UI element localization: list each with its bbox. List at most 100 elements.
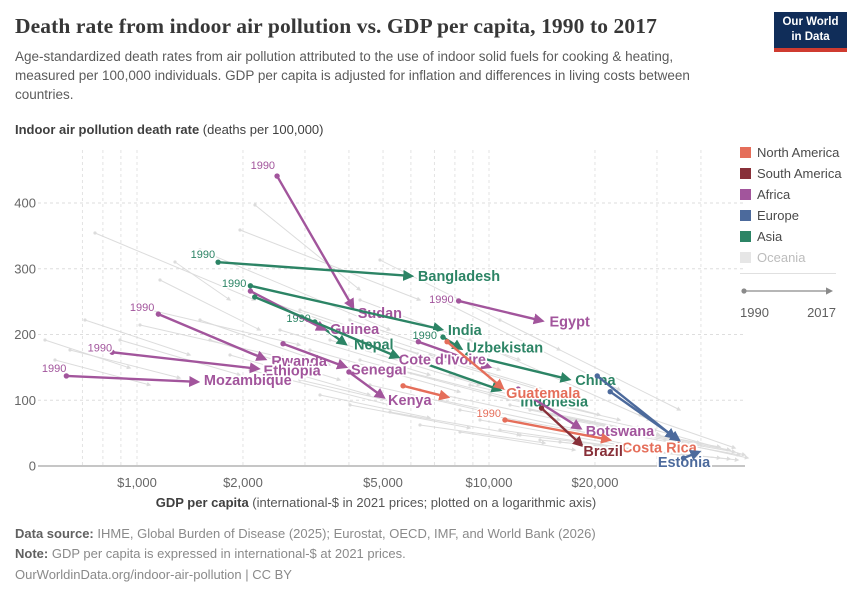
- country-label-bangladesh[interactable]: Bangladesh: [416, 267, 502, 287]
- country-arrow-unlabeled-north-america[interactable]: [402, 384, 451, 401]
- year-marker-label-mozambique: 1990: [42, 363, 66, 375]
- time-arrow-end-year: 2017: [807, 305, 836, 320]
- country-series-indonesia: Indonesia: [418, 359, 591, 413]
- year-marker-label-sudan: 1990: [251, 160, 275, 172]
- year-marker-label-rwanda: 1990: [130, 302, 154, 314]
- country-label-mozambique[interactable]: Mozambique: [202, 371, 293, 391]
- data-source-line: Data source: IHME, Global Burden of Dise…: [15, 524, 835, 544]
- year-marker-label-india: 1990: [222, 278, 246, 290]
- owid-logo-line2: in Data: [791, 31, 830, 43]
- country-arrow-mozambique[interactable]: [66, 374, 201, 388]
- country-arrow-cote-d-ivoire[interactable]: [417, 340, 493, 370]
- country-arrow-botswana[interactable]: [517, 388, 583, 430]
- legend-label: Africa: [757, 187, 791, 202]
- country-series-kenya: Kenya: [346, 369, 434, 411]
- legend-item-north-america[interactable]: North America: [740, 145, 848, 160]
- country-label-china[interactable]: China: [574, 371, 619, 391]
- background-country-lines: [43, 203, 750, 462]
- country-label-indonesia[interactable]: Indonesia: [519, 393, 591, 413]
- country-arrow-senegal[interactable]: [282, 342, 349, 370]
- country-arrow-egypt[interactable]: [458, 299, 545, 325]
- country-label-brazil[interactable]: Brazil: [582, 442, 625, 462]
- x-tick-label: $20,000: [571, 475, 618, 490]
- data-source-label: Data source:: [15, 526, 94, 541]
- country-label-guinea[interactable]: Guinea: [328, 320, 382, 340]
- country-arrow-bangladesh[interactable]: [218, 260, 415, 281]
- y-tick-label: 100: [14, 393, 36, 408]
- time-arrow-labels: 1990 2017: [740, 305, 836, 320]
- legend-item-europe[interactable]: Europe: [740, 208, 848, 223]
- time-arrow-start-year: 1990: [740, 305, 769, 320]
- country-arrow-unlabeled-europe[interactable]: [609, 390, 682, 442]
- y-axis-title: Indoor air pollution death rate (deaths …: [15, 122, 323, 137]
- legend-label: South America: [757, 166, 842, 181]
- y-axis-title-bold: Indoor air pollution death rate: [15, 122, 200, 137]
- country-label-guatemala[interactable]: Guatemala: [504, 384, 583, 404]
- country-series-china: China: [465, 352, 619, 391]
- x-axis-title: GDP per capita (international-$ in 2021 …: [156, 495, 597, 510]
- year-marker-label-bangladesh: 1990: [191, 249, 215, 261]
- x-tick-label: $5,000: [363, 475, 403, 490]
- country-arrow-unlabeled-europe[interactable]: [683, 449, 702, 461]
- country-series-unlabeled-north-america: [400, 383, 451, 401]
- country-arrow-indonesia[interactable]: [420, 360, 503, 393]
- legend-label: Oceania: [757, 250, 806, 265]
- country-label-kenya[interactable]: Kenya: [386, 391, 434, 411]
- country-arrow-india[interactable]: [250, 284, 445, 333]
- year-marker-label-costa-rica: 1990: [476, 408, 500, 420]
- country-series-india: India 1990: [220, 276, 484, 341]
- country-series-unlabeled-europe: [607, 389, 682, 442]
- country-series-mozambique: Mozambique 1990: [40, 361, 293, 391]
- y-tick-label: 0: [29, 459, 36, 474]
- axis-ticks: 0 100 200 300 400 $1,000 $2,000 $5,000 $10,000 $2…: [14, 196, 618, 491]
- legend-item-oceania[interactable]: Oceania: [740, 250, 848, 265]
- legend-label: Asia: [757, 229, 783, 244]
- country-arrow-brazil[interactable]: [540, 407, 584, 448]
- country-arrow-guatemala[interactable]: [446, 340, 505, 390]
- country-series-unlabeled-asia: [252, 294, 401, 359]
- year-marker-label-egypt: 1990: [429, 294, 453, 306]
- country-arrow-uzbekistan[interactable]: [442, 336, 464, 351]
- country-arrow-kenya[interactable]: [348, 371, 386, 399]
- data-source-text: IHME, Global Burden of Disease (2025); E…: [93, 526, 596, 541]
- citation-url[interactable]: OurWorldinData.org/indoor-air-pollution …: [15, 567, 292, 583]
- country-arrow-rwanda[interactable]: [157, 313, 268, 361]
- page-title: Death rate from indoor air pollution vs.…: [15, 14, 657, 38]
- legend-swatch-south-america: [740, 168, 751, 179]
- country-series-senegal: Senegal: [280, 341, 408, 381]
- country-arrow-sudan[interactable]: [276, 175, 355, 310]
- country-label-cote-d-ivoire[interactable]: Cote d'Ivoire: [397, 351, 488, 371]
- country-label-egypt[interactable]: Egypt: [548, 313, 592, 333]
- country-label-senegal[interactable]: Senegal: [349, 361, 408, 381]
- country-label-uzbekistan[interactable]: Uzbekistan: [465, 339, 545, 359]
- country-series-guatemala: Guatemala: [444, 339, 583, 404]
- legend-item-africa[interactable]: Africa: [740, 187, 848, 202]
- country-label-india[interactable]: India: [446, 321, 484, 341]
- country-label-ethiopia[interactable]: Ethiopia: [262, 362, 324, 382]
- country-arrows: Sudan1990Bangladesh1990India1990Nepal199…: [40, 159, 712, 473]
- x-tick-label: $1,000: [117, 475, 157, 490]
- legend-item-asia[interactable]: Asia: [740, 229, 848, 244]
- chart-footer: Data source: IHME, Global Burden of Dise…: [15, 524, 835, 585]
- continent-legend: North America South America Africa Europ…: [740, 145, 848, 320]
- legend-swatch-asia: [740, 231, 751, 242]
- country-series-rwanda: Rwanda 1990: [128, 301, 330, 372]
- country-series-ethiopia: Ethiopia 1990: [86, 341, 324, 382]
- legend-item-south-america[interactable]: South America: [740, 166, 848, 181]
- time-arrow-icon: [741, 287, 833, 295]
- country-arrow-ethiopia[interactable]: [112, 351, 261, 374]
- legend-label: Europe: [757, 208, 799, 223]
- x-tick-label: $2,000: [223, 475, 263, 490]
- legend-label: North America: [757, 145, 840, 160]
- country-label-costa-rica[interactable]: Costa Rica: [620, 439, 699, 459]
- legend-swatch-africa: [740, 189, 751, 200]
- legend-divider: [740, 273, 836, 274]
- country-label-rwanda[interactable]: Rwanda: [270, 352, 330, 372]
- note-line: Note: GDP per capita is expressed in int…: [15, 544, 835, 564]
- country-arrow-unlabeled-asia[interactable]: [254, 295, 401, 359]
- country-arrow-costa-rica[interactable]: [504, 418, 613, 444]
- y-tick-label: 400: [14, 196, 36, 211]
- year-marker-label-nepal: 1990: [286, 313, 310, 325]
